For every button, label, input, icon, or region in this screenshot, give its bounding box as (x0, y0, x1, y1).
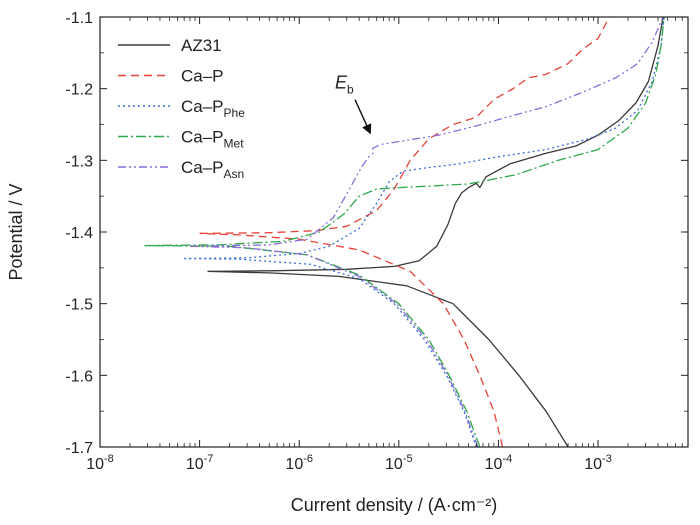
eb-annotation: Eb (335, 73, 372, 135)
x-tick-label: 10-5 (385, 453, 413, 473)
series-3-cathodic-line (144, 244, 481, 447)
x-tick-exponent: -4 (502, 453, 512, 465)
x-tick-base: 10 (86, 456, 104, 473)
x-tick-label: 10-7 (186, 453, 214, 473)
series-1-anodic-line (199, 17, 610, 235)
legend-name: AZ31 (181, 36, 222, 55)
series-2-anodic-line (184, 17, 665, 260)
x-tick-base: 10 (285, 456, 303, 473)
eb-arrow (354, 99, 372, 135)
series-0-cathodic-line (207, 270, 569, 447)
x-tick-exponent: -7 (204, 453, 214, 465)
eb-letter: E (335, 73, 348, 93)
x-tick-label: 10-4 (485, 453, 513, 473)
legend-subscript: Met (224, 137, 245, 151)
eb-subscript: b (347, 83, 354, 97)
eb-label: Eb (335, 73, 354, 97)
legend-name: Ca–P (181, 67, 224, 86)
series-2-cathodic-line (184, 257, 477, 447)
y-tick-label: -1.1 (65, 10, 93, 27)
x-tick-base: 10 (385, 456, 403, 473)
x-axis: 10-8 10-7 10-6 10-5 10-4 10-3 (86, 17, 683, 473)
legend-label-2: Ca–PPhe (181, 97, 245, 120)
x-tick-label: 10-8 (86, 453, 114, 473)
legend-name: Ca–P (181, 158, 224, 177)
y-axis-label: Potential / V (6, 183, 26, 280)
legend-name: Ca–P (181, 97, 224, 116)
x-tick-exponent: -8 (104, 453, 114, 465)
y-tick-label: -1.4 (65, 225, 93, 242)
series-layer (144, 17, 665, 447)
x-tick-exponent: -5 (403, 453, 413, 465)
legend-label-0: AZ31 (181, 36, 222, 55)
legend-name: Ca–P (181, 128, 224, 147)
x-tick-exponent: -3 (602, 453, 612, 465)
x-tick-label: 10-3 (584, 453, 612, 473)
y-tick-label: -1.6 (65, 368, 93, 385)
series-1-cathodic-line (199, 232, 504, 447)
x-tick-exponent: -6 (303, 453, 313, 465)
legend-label-3: Ca–PMet (181, 128, 244, 151)
x-tick-label: 10-6 (285, 453, 313, 473)
y-tick-label: -1.7 (65, 440, 93, 457)
legend-subscript: Asn (224, 167, 245, 181)
y-tick-label: -1.2 (65, 82, 93, 99)
series-0-anodic-line (207, 17, 664, 273)
y-axis: -1.1 -1.2 -1.3 -1.4 -1.5 -1.6 -1.7 (65, 10, 688, 457)
x-tick-base: 10 (485, 456, 503, 473)
y-tick-label: -1.5 (65, 297, 93, 314)
series-4-anodic-line (189, 17, 664, 247)
x-tick-base: 10 (584, 456, 602, 473)
legend-label-4: Ca–PAsn (181, 158, 244, 181)
legend-label-1: Ca–P (181, 67, 224, 86)
x-axis-label: Current density / (A·cm⁻²) (291, 495, 498, 515)
x-tick-base: 10 (186, 456, 204, 473)
legend-subscript: Phe (224, 106, 246, 120)
y-tick-label: -1.3 (65, 153, 93, 170)
